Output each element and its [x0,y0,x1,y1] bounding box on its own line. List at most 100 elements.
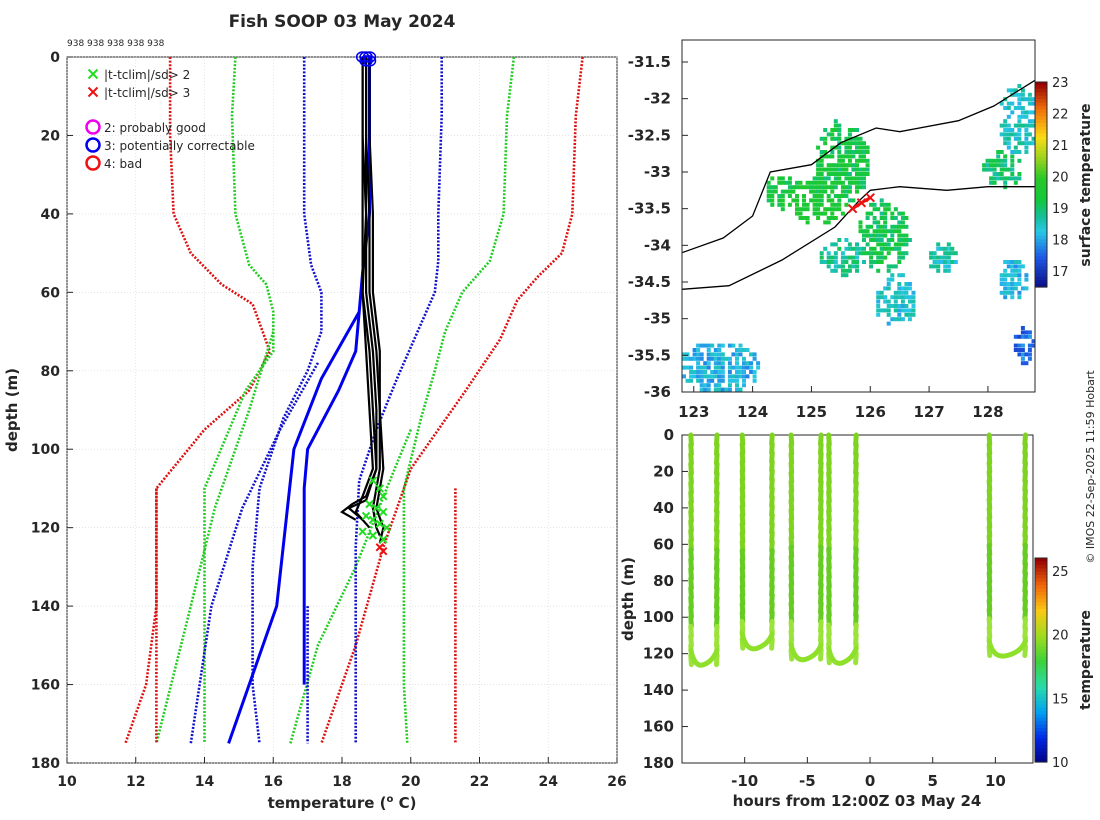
sst-cell [904,242,909,247]
sst-cell [830,189,835,194]
sst-cell [837,202,842,207]
sst-cell [844,150,849,154]
sst-cell [823,176,828,181]
green-x-marker [365,499,374,509]
timeseries-colorbar-segment [1035,615,1047,620]
sst-cell [851,167,856,172]
profile-xtick-label: 18 [332,774,351,790]
sst-cell [833,194,838,198]
sst-cell [713,365,718,370]
sst-cell [1031,119,1036,124]
sst-cell [943,264,948,269]
sst-cell [837,207,842,212]
sst-cell [950,260,955,264]
sst-cell [1003,158,1008,163]
sst-cell [752,374,757,379]
sst-cell [720,378,725,383]
timeseries-colorbar-segment [1035,663,1047,668]
profile-xtick-label: 12 [126,774,145,790]
sst-cell [992,158,997,163]
sst-cell [706,383,711,388]
sst-cell [699,343,704,348]
sst-cell [1006,128,1011,132]
timeseries-colorbar-segment [1035,734,1047,739]
sst-cell [717,348,722,352]
sst-cell [851,150,856,154]
sst-cell [1003,273,1008,278]
sst-cell [738,370,743,374]
sst-cell [710,356,715,361]
sst-cell [886,246,891,251]
sst-cell [830,180,835,185]
map-colorbar-tick: 21 [1052,139,1069,154]
sst-cell [780,180,785,185]
sst-cell [784,180,789,185]
sst-cell [879,233,884,238]
sst-cell [999,172,1004,176]
drop-ascent-segment [713,652,720,668]
sst-cell [720,361,725,366]
sst-cell [823,185,828,190]
map-xtick-label: 128 [972,403,1003,421]
sst-cell [713,348,718,352]
sst-cell [879,260,884,264]
sst-cell [1024,334,1029,339]
map-colorbar-segment [1035,198,1047,203]
sst-cell [692,370,697,374]
sst-cell [795,185,799,190]
sst-cell [1006,282,1011,286]
sst-cell [847,268,852,273]
sst-cell [745,365,750,370]
sst-cell [840,251,845,256]
sst-cell [727,387,732,392]
sst-cell [840,167,845,172]
sst-cell [844,238,849,242]
sst-cell [1010,290,1015,295]
map-colorbar-segment [1035,256,1047,261]
legend-label: |t-tclim|/sd> 3 [104,86,190,100]
sst-cell [1024,145,1029,150]
sst-cell [862,176,866,181]
timeseries-xtick-label: 5 [927,772,937,790]
sst-cell [727,378,732,383]
sst-cell [862,185,866,190]
sst-cell [833,180,838,185]
sst-cell [710,374,715,379]
timeseries-ytick-label: 80 [653,572,674,590]
map-colorbar-segment [1035,246,1047,250]
sst-cell [897,242,902,247]
map-colorbar-segment [1035,112,1047,117]
sst-cell [907,295,912,300]
sst-cell [847,198,852,203]
sst-cell [869,251,874,256]
timeseries-ytick-label: 120 [643,645,674,663]
sst-cell [1003,132,1008,137]
sst-cell [847,150,852,154]
clim-line-mean-1sd-deep [189,362,320,744]
timeseries-colorbar-segment [1035,694,1047,698]
sst-cell [802,207,806,212]
ship-track-marker [856,198,867,208]
map-ytick-label: -35.5 [628,346,671,364]
sst-cell [858,246,863,251]
sst-cell [1006,260,1011,264]
profile-xtick-label: 10 [57,774,77,790]
sst-cell [798,180,803,185]
sst-cell [1020,343,1025,348]
sst-cell [689,378,694,383]
sst-cell [1010,268,1015,273]
sst-cell [1024,128,1029,132]
sst-cell [879,246,884,251]
map-colorbar: 17 18 19 20 21 22 23 [1034,76,1069,288]
sst-cell [706,387,711,392]
sst-cell [837,167,842,172]
map-colorbar-segment [1035,242,1047,247]
sst-cell [844,167,849,172]
sst-cell [1031,123,1036,128]
sst-cell [742,383,746,388]
sst-cell [837,198,842,203]
sst-cell [1013,180,1018,185]
map-xtick-label: 124 [737,403,768,421]
sst-cell [844,136,849,141]
sst-cell [890,238,895,242]
